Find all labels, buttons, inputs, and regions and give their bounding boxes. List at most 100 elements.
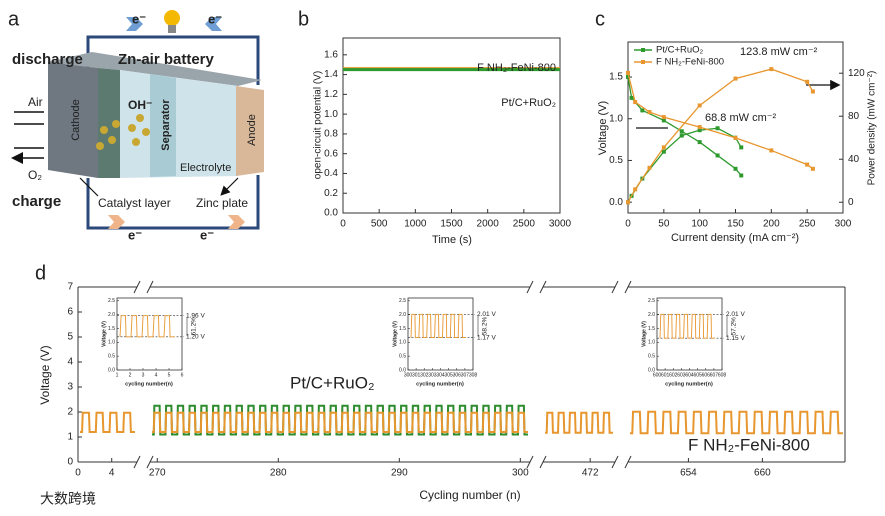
x-tick-label: 150 — [727, 219, 744, 230]
y-axis-label: Voltage (V) — [38, 345, 52, 404]
data-point — [697, 128, 702, 133]
data-point — [733, 135, 738, 140]
x-axis-label: Current density (mA cm⁻²) — [671, 232, 799, 244]
inset-low-label: 1.20 V — [186, 333, 205, 340]
panel-label: b — [298, 8, 309, 30]
inset-x-tick-label: 4 — [155, 372, 158, 378]
data-point — [805, 79, 810, 84]
x-tick-label: 300 — [512, 468, 529, 479]
legend-marker — [641, 48, 645, 52]
inset-x-tick-label: 307 — [461, 372, 470, 378]
data-point — [715, 153, 720, 158]
x-tick-label: 1000 — [404, 219, 427, 230]
y-axis-label: Voltage (V) — [597, 101, 609, 155]
inset-efficiency-label: 61.2% — [191, 317, 198, 336]
inset-frame — [656, 297, 723, 371]
y-tick-label: 1.2 — [324, 89, 338, 100]
y-tick-label: 120 — [848, 68, 865, 79]
x-tick-label: 100 — [691, 219, 708, 230]
data-point — [810, 166, 815, 171]
inset-x-tick-label: 301 — [412, 372, 421, 378]
cathode-label: Cathode — [70, 99, 82, 141]
x-axis-label: Cycling number (n) — [419, 488, 520, 502]
x-tick-label: 0 — [340, 219, 346, 230]
anode-block — [236, 86, 264, 176]
inset-y-tick-label: 0.0 — [399, 367, 406, 373]
inset-y-tick-label: 2.5 — [108, 298, 115, 304]
legend-label: F NH₂-FeNi-800 — [656, 57, 724, 68]
battery-diagram — [14, 10, 264, 230]
inset-y-tick-label: 2.5 — [399, 298, 406, 304]
x-tick-label: 654 — [680, 468, 697, 479]
data-point — [629, 95, 634, 100]
inset-low-label: 1.15 V — [726, 335, 745, 342]
electrolyte-label: Electrolyte — [180, 162, 231, 174]
inset-y-tick-label: 2.0 — [108, 312, 115, 318]
inset-x-tick-label: 306 — [453, 372, 462, 378]
data-point — [733, 76, 738, 81]
inset-x-tick-label: 607 — [710, 372, 719, 378]
x-axis-label: Time (s) — [432, 234, 472, 246]
series-label: F NH₂-FeNi-800 — [688, 435, 810, 454]
inset-curve — [119, 315, 175, 338]
data-point — [697, 103, 702, 108]
inset-x-tick-label: 603 — [677, 372, 686, 378]
x-tick-label: 2000 — [477, 219, 500, 230]
y-tick-label: 5 — [67, 332, 73, 343]
x-tick-label: 472 — [582, 468, 599, 479]
inset-x-tick-label: 600 — [653, 372, 662, 378]
y2-axis-label: Power density (mW cm⁻²) — [867, 71, 878, 186]
data-point — [810, 89, 815, 94]
inset-y-label: Voltage (V) — [101, 321, 107, 347]
gas-arrow — [14, 111, 44, 158]
inset-efficiency-label: 58.2% — [482, 317, 489, 336]
catalyst-particles — [96, 114, 150, 150]
data-point — [647, 165, 652, 170]
inset-x-tick-label: 2 — [129, 372, 132, 378]
electron-arrow — [110, 17, 143, 31]
axis-break — [611, 455, 619, 469]
peak-label: 68.8 mW cm⁻² — [705, 112, 777, 124]
oxygen-label: O₂ — [28, 168, 42, 182]
bulb-base — [168, 25, 176, 33]
cycling-curve — [80, 411, 135, 433]
air-label: Air — [28, 95, 43, 109]
inset-x-label: cycling number(n) — [416, 381, 464, 387]
inset-y-tick-label: 1.0 — [399, 340, 406, 346]
inset-x-tick-label: 601 — [661, 372, 670, 378]
y-tick-label: 1 — [67, 432, 73, 443]
inset-y-tick-label: 1.5 — [108, 326, 115, 332]
hydroxide-label: OH⁻ — [128, 98, 152, 112]
y-tick-label: 7 — [67, 282, 73, 293]
axis-break — [611, 280, 619, 294]
data-point — [661, 145, 666, 150]
discharge-label: discharge — [12, 51, 83, 68]
peak-label: 123.8 mW cm⁻² — [740, 46, 818, 58]
panel-label: a — [8, 8, 20, 30]
inset-y-tick-label: 0.0 — [108, 367, 115, 373]
data-point — [697, 140, 702, 145]
panel-label: d — [35, 262, 46, 284]
anode-label: Anode — [246, 114, 258, 146]
inset-frame — [407, 297, 474, 371]
inset-x-tick-label: 602 — [669, 372, 678, 378]
y-tick-label: 0.2 — [324, 188, 338, 199]
data-point — [640, 108, 645, 113]
electron-label: e⁻ — [128, 227, 142, 242]
x-tick-label: 1500 — [440, 219, 463, 230]
data-point — [739, 173, 744, 178]
catalyst-block — [98, 68, 120, 178]
y-tick-label: 2 — [67, 407, 73, 418]
power-line — [627, 68, 814, 203]
voltage-line — [627, 76, 742, 176]
y-tick-label: 0 — [67, 457, 73, 468]
axis-break — [133, 455, 141, 469]
x-tick-label: 0 — [75, 468, 81, 479]
data-point — [715, 126, 720, 131]
inset-x-tick-label: 606 — [702, 372, 711, 378]
bulb — [164, 10, 180, 26]
y-tick-label: 6 — [67, 307, 73, 318]
electrolyte-block — [120, 70, 238, 178]
electron-arrow — [205, 17, 238, 31]
inset-high-label: 2.01 V — [726, 311, 745, 318]
